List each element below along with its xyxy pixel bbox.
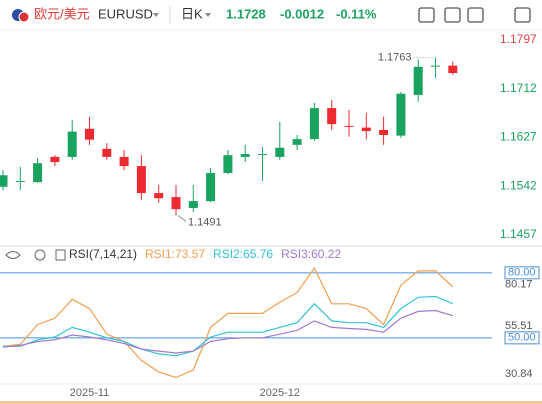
candle-body xyxy=(136,166,146,194)
eye-icon[interactable] xyxy=(5,251,21,259)
candle-body xyxy=(33,163,43,183)
reference-label: 50.00 xyxy=(508,332,536,344)
reference-label-box xyxy=(504,331,540,345)
y-tick-label: 30.84 xyxy=(505,368,533,380)
rsi-line xyxy=(2,309,453,354)
candle-body xyxy=(379,129,389,136)
candle-body xyxy=(361,127,371,132)
candle-body xyxy=(448,65,458,74)
candle-body xyxy=(15,181,25,183)
tool-candle[interactable] xyxy=(467,7,484,23)
candle-body xyxy=(119,156,129,167)
min-label: 1.1491 xyxy=(188,216,222,228)
candle-body xyxy=(154,193,164,199)
flag-us xyxy=(18,11,30,23)
price: 1.1728 xyxy=(226,6,266,21)
candle-body xyxy=(240,154,250,157)
candle-body xyxy=(102,148,112,157)
x-tick-label: 2025-11 xyxy=(70,387,110,399)
pair-name[interactable]: 欧元/美元 xyxy=(34,6,90,21)
change-pct: -0.11% xyxy=(336,6,377,21)
y-tick-label: 80.17 xyxy=(505,279,533,291)
candle-body xyxy=(223,155,233,173)
candle-body xyxy=(396,93,406,136)
tool-fullscreen[interactable] xyxy=(514,7,531,23)
candle-body xyxy=(188,201,198,208)
candle-body xyxy=(171,197,181,210)
candle-body xyxy=(327,108,337,125)
reference-label: 80.00 xyxy=(508,267,536,279)
y-tick-label: 1.1542 xyxy=(500,178,537,192)
settings-icon[interactable] xyxy=(34,249,46,261)
toolbar xyxy=(418,7,531,23)
candle-body xyxy=(0,175,8,187)
dropdown-icon[interactable] xyxy=(205,13,211,17)
candle-body xyxy=(413,66,423,95)
dropdown-icon[interactable] xyxy=(153,13,159,17)
candle-body xyxy=(309,108,319,140)
min-leader xyxy=(177,215,187,222)
rsi-line xyxy=(3,295,454,357)
max-label: 1.1763 xyxy=(378,51,412,63)
legend-entry: RSI1:73.57 xyxy=(145,247,205,261)
y-tick-label: 1.1712 xyxy=(500,81,537,95)
tool-indicator[interactable] xyxy=(418,7,435,23)
x-tick-label: 2025-12 xyxy=(260,387,300,399)
indicator-icon[interactable] xyxy=(55,249,66,261)
candle-body xyxy=(292,139,302,145)
candle-body xyxy=(344,125,354,127)
candle-body xyxy=(85,128,94,140)
y-tick-label: 1.1627 xyxy=(500,130,537,144)
candle-body xyxy=(275,147,285,157)
reference-label-box xyxy=(504,266,540,280)
candle-body xyxy=(206,172,216,202)
candle-body xyxy=(67,131,77,157)
y-tick-label: 1.1797 xyxy=(500,32,537,46)
candle-body xyxy=(431,65,440,67)
y-tick-label: 1.1457 xyxy=(500,227,537,241)
rsi-line xyxy=(2,266,454,379)
bottom-strip xyxy=(0,401,542,404)
change: -0.0012 xyxy=(280,6,324,21)
tool-draw[interactable] xyxy=(444,7,461,23)
legend-entry: RSI3:60.22 xyxy=(281,247,341,261)
rsi-title: RSI(7,14,21) xyxy=(69,247,137,261)
candle-body xyxy=(258,154,267,156)
legend-entry: RSI2:65.76 xyxy=(213,247,273,261)
symbol[interactable]: EURUSD xyxy=(98,6,153,21)
period[interactable]: 日K xyxy=(181,6,203,21)
y-tick-label: 55.51 xyxy=(505,320,533,332)
candle-body xyxy=(50,156,60,163)
